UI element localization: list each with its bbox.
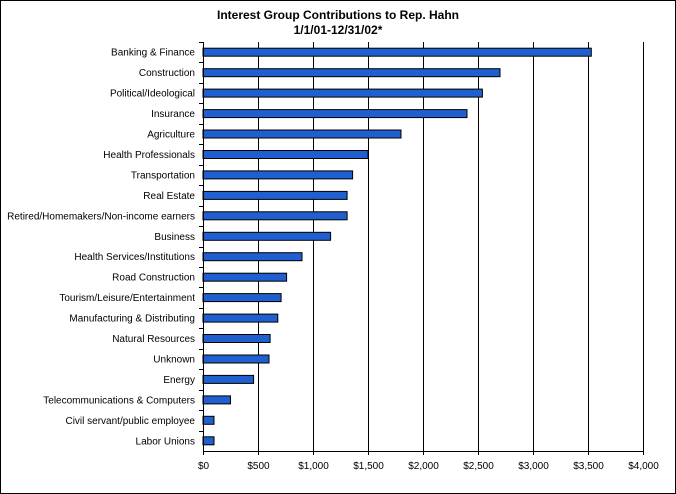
bar: [202, 252, 303, 262]
bar: [202, 231, 332, 241]
bar: [202, 395, 231, 405]
bar: [202, 374, 255, 384]
bar: [202, 272, 288, 282]
x-tick-label: $1,000: [298, 461, 329, 472]
category-label: Telecommunications & Computers: [43, 395, 195, 406]
x-tick-label: $0: [198, 461, 210, 472]
category-label: Transportation: [131, 170, 195, 181]
chart-title: Interest Group Contributions to Rep. Hah…: [217, 8, 459, 22]
category-label: Tourism/Leisure/Entertainment: [59, 293, 195, 304]
category-label: Construction: [139, 68, 195, 79]
x-tick-label: $1,500: [353, 461, 384, 472]
bar: [202, 88, 483, 98]
bar: [202, 313, 279, 323]
bar: [202, 68, 501, 78]
category-label: Health Services/Institutions: [74, 252, 195, 263]
bar: [202, 190, 348, 200]
category-label: Retired/Homemakers/Non-income earners: [7, 211, 195, 222]
bar: [202, 436, 215, 446]
bar: [202, 129, 402, 139]
category-label: Labor Unions: [136, 436, 195, 447]
category-label: Health Professionals: [103, 150, 195, 161]
axes: [199, 42, 644, 455]
bar: [202, 293, 282, 303]
category-label: Agriculture: [147, 130, 195, 141]
category-label: Real Estate: [143, 191, 195, 202]
bar: [202, 415, 215, 425]
category-label: Civil servant/public employee: [65, 416, 195, 427]
x-tick-label: $2,000: [408, 461, 439, 472]
category-label: Natural Resources: [112, 334, 195, 345]
x-tick-label: $2,500: [463, 461, 494, 472]
category-label: Unknown: [153, 355, 195, 366]
bar: [202, 47, 592, 57]
category-label: Banking & Finance: [111, 48, 195, 59]
x-tick-label: $500: [247, 461, 270, 472]
chart-title-block: Interest Group Contributions to Rep. Hah…: [0, 8, 676, 38]
bar: [202, 170, 354, 180]
x-tick-label: $4,000: [628, 461, 659, 472]
category-label: Political/Ideological: [110, 89, 195, 100]
bar: [202, 211, 348, 221]
bar: [202, 150, 369, 159]
bar: [202, 334, 271, 343]
category-label: Business: [154, 232, 195, 243]
category-label: Road Construction: [112, 273, 195, 284]
gridlines: [258, 42, 644, 451]
category-label: Insurance: [151, 109, 195, 120]
x-tick-label: $3,500: [573, 461, 604, 472]
bar: [202, 354, 270, 364]
category-label: Manufacturing & Distributing: [69, 314, 195, 325]
category-labels: Banking & Finance Construction Political/I…: [7, 48, 195, 448]
category-label: Energy: [163, 375, 195, 386]
chart-subtitle: 1/1/01-12/31/02*: [293, 23, 383, 37]
x-tick-label: $3,000: [518, 461, 549, 472]
bar: [202, 109, 468, 119]
x-tick-labels: $0 $500 $1,000 $1,500 $2,000 $2,500 $3,000 $3,5…: [198, 461, 659, 472]
